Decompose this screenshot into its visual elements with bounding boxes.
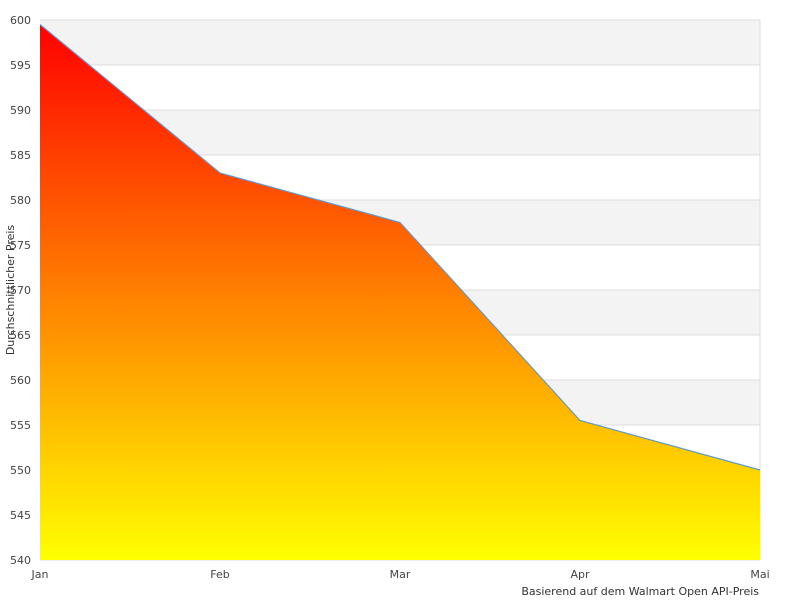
- y-tick-label: 550: [10, 464, 31, 477]
- y-tick-label: 580: [10, 194, 31, 207]
- x-axis-ticks: Jan Feb Mar Apr Mai: [31, 568, 770, 581]
- y-tick-label: 590: [10, 104, 31, 117]
- x-tick-label: Mai: [750, 568, 769, 581]
- y-tick-label: 565: [10, 329, 31, 342]
- y-tick-label: 600: [10, 14, 31, 27]
- chart-caption: Basierend auf dem Walmart Open API-Preis: [521, 585, 759, 598]
- y-tick-label: 585: [10, 149, 31, 162]
- y-tick-label: 595: [10, 59, 31, 72]
- x-tick-label: Mar: [390, 568, 411, 581]
- area-series-line: [39, 24, 761, 471]
- y-tick-label: 560: [10, 374, 31, 387]
- y-axis-title: Durchschnittlicher Preis: [4, 225, 17, 356]
- x-tick-label: Apr: [570, 568, 590, 581]
- y-tick-label: 575: [10, 239, 31, 252]
- y-tick-label: 555: [10, 419, 31, 432]
- background-band: [40, 20, 760, 65]
- area-series-fill: [40, 24, 760, 560]
- y-tick-label: 570: [10, 284, 31, 297]
- y-tick-label: 540: [10, 554, 31, 567]
- x-tick-label: Jan: [31, 568, 49, 581]
- y-tick-label: 545: [10, 509, 31, 522]
- x-tick-label: Feb: [210, 568, 229, 581]
- y-axis-ticks: 540 545 550 555 560 565 570 575 580 585 590 595 600: [10, 14, 31, 567]
